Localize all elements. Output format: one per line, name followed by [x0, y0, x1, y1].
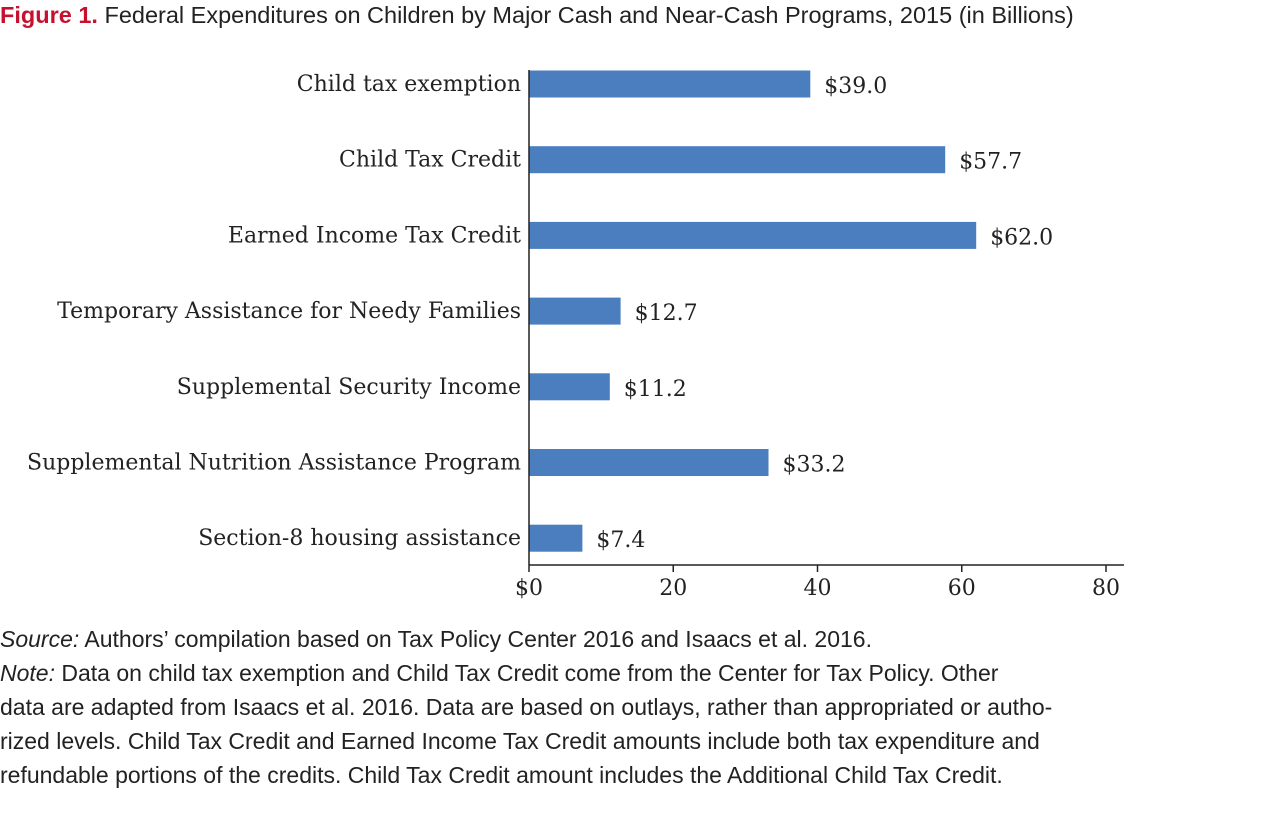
source-head: Source:	[0, 626, 80, 652]
data-label: $12.7	[635, 301, 698, 326]
data-label: $57.7	[959, 150, 1022, 175]
x-tick-label: 20	[659, 576, 687, 601]
bar	[529, 449, 769, 476]
data-label: $7.4	[596, 528, 645, 553]
category-label: Supplemental Security Income	[177, 375, 521, 400]
bars-layer: Child tax exemption $39.0 Child Tax Credit…	[27, 70, 1053, 553]
bar-chart: Child tax exemption $39.0 Child Tax Credit…	[27, 70, 1124, 601]
note-line-1: Note: Data on child tax exemption and Ch…	[0, 656, 1280, 690]
bar	[529, 70, 811, 98]
bar	[529, 524, 583, 552]
category-label: Section-8 housing assistance	[198, 526, 521, 551]
data-label: $39.0	[824, 74, 887, 99]
data-label: $33.2	[783, 453, 846, 478]
data-label: $62.0	[990, 225, 1053, 250]
figure-label: Figure 1.	[0, 2, 98, 28]
bar	[529, 297, 621, 325]
title-text: Federal Expenditures on Children by Majo…	[97, 2, 1074, 28]
category-label: Temporary Assistance for Needy Families	[57, 299, 521, 324]
x-tick-label: 40	[804, 576, 832, 601]
bar	[529, 373, 610, 401]
category-label: Child tax exemption	[297, 72, 521, 97]
note-head: Note:	[0, 660, 55, 686]
source-line: Source: Authors’ compilation based on Ta…	[0, 622, 1280, 656]
data-label: $11.2	[624, 377, 687, 402]
category-label: Earned Income Tax Credit	[228, 223, 521, 248]
note-text-1: Data on child tax exemption and Child Ta…	[54, 660, 999, 686]
category-label: Supplemental Nutrition Assistance Progra…	[27, 451, 521, 476]
source-text: Authors’ compilation based on Tax Policy…	[79, 626, 872, 652]
bar	[529, 221, 977, 249]
x-tick-label: $0	[515, 576, 543, 601]
figure-notes: Source: Authors’ compilation based on Ta…	[0, 622, 1280, 792]
x-tick-label: 80	[1092, 576, 1120, 601]
bar	[529, 146, 946, 174]
axis-layer: $0 20 40 60 80	[515, 70, 1124, 601]
note-line-3: rized levels. Child Tax Credit and Earne…	[0, 728, 1040, 754]
chart-title: Figure 1. Federal Expenditures on Childr…	[0, 0, 1280, 32]
note-line-4: refundable portions of the credits. Chil…	[0, 762, 1003, 788]
category-label: Child Tax Credit	[339, 148, 521, 173]
note-line-2: data are adapted from Isaacs et al. 2016…	[0, 694, 1053, 720]
x-tick-label: 60	[948, 576, 976, 601]
